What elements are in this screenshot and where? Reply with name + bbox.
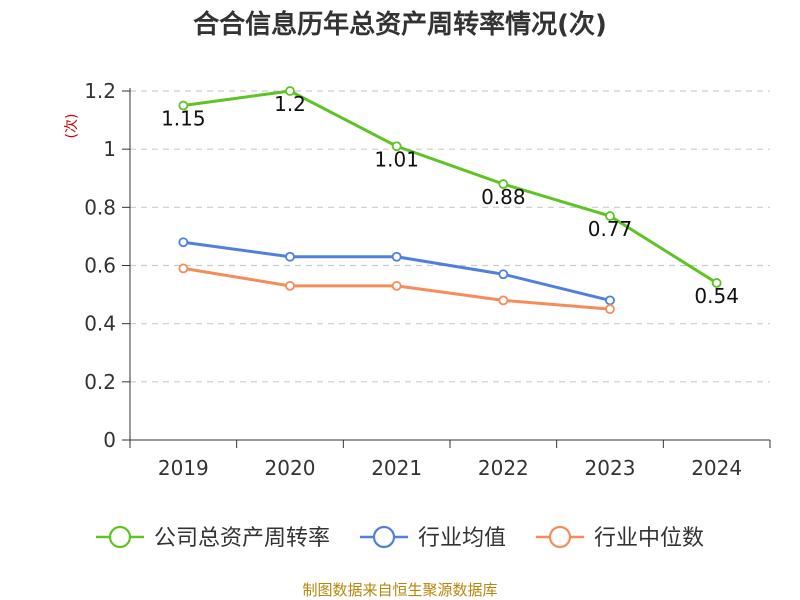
data-label: 1.2	[274, 92, 306, 116]
y-tick-label: 0	[103, 428, 116, 452]
data-point	[605, 211, 615, 221]
data-point	[285, 280, 295, 291]
axes: 0 0.2 0.4 0.6 0.8 1 1.2 2019 2020 2021 2022 2023 202…	[84, 79, 771, 480]
series-lines	[178, 86, 722, 315]
legend-item[interactable]: 公司总资产周转率	[96, 525, 330, 551]
x-tick-label: 2023	[585, 456, 636, 480]
legend-marker-icon	[548, 525, 572, 549]
data-point	[498, 179, 509, 189]
legend-label: 公司总资产周转率	[154, 526, 330, 551]
data-point	[178, 237, 189, 248]
data-label: 0.54	[694, 284, 739, 308]
data-point	[498, 295, 509, 306]
y-axis-label: (次)	[64, 114, 80, 139]
data-point	[391, 280, 402, 291]
chart-title: 合合信息历年总资产周转率情况(次)	[193, 9, 607, 40]
legend-label: 行业均值	[418, 526, 506, 551]
legend-label: 行业中位数	[594, 526, 704, 551]
data-point	[285, 251, 295, 262]
data-label: 0.88	[481, 185, 526, 209]
series-line	[181, 240, 612, 302]
data-point	[605, 295, 615, 306]
legend-item[interactable]: 行业均值	[360, 525, 506, 551]
x-tick-label: 2021	[371, 456, 422, 480]
data-label: 1.01	[374, 147, 419, 171]
legend-marker-icon	[372, 525, 396, 549]
data-point	[391, 251, 402, 262]
series-line	[181, 89, 719, 285]
data-point	[285, 86, 295, 96]
grid-lines	[130, 90, 770, 383]
legend: 公司总资产周转率 行业均值 行业中位数	[96, 525, 704, 551]
data-point	[178, 263, 189, 274]
data-label: 1.15	[161, 107, 206, 131]
y-tick-label: 1.2	[84, 79, 116, 103]
x-tick-label: 2022	[478, 456, 529, 480]
legend-marker-icon	[108, 525, 132, 549]
x-tick-label: 2024	[691, 456, 742, 480]
data-point	[498, 269, 509, 280]
data-label: 0.77	[588, 217, 633, 241]
y-tick-label: 1	[103, 137, 116, 161]
data-point	[711, 278, 722, 288]
x-tick-label: 2020	[265, 456, 316, 480]
data-point	[391, 141, 402, 152]
data-labels: 1.15 1.2 1.01 0.88 0.77 0.54	[161, 92, 739, 308]
source-note: 制图数据来自恒生聚源数据库	[302, 581, 497, 599]
y-tick-label: 0.6	[84, 254, 116, 278]
data-point	[605, 304, 615, 315]
y-tick-label: 0.2	[84, 370, 116, 394]
x-tick-label: 2019	[158, 456, 209, 480]
data-point	[178, 100, 189, 111]
y-tick-label: 0.4	[84, 312, 116, 336]
y-tick-label: 0.8	[84, 195, 116, 219]
legend-item[interactable]: 行业中位数	[536, 525, 704, 551]
